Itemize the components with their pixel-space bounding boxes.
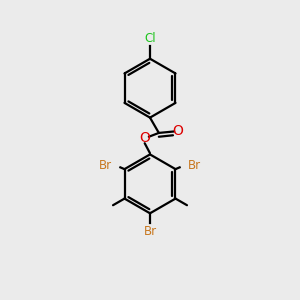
Text: Cl: Cl: [144, 32, 156, 45]
Text: Br: Br: [143, 225, 157, 238]
Text: O: O: [139, 131, 150, 145]
Text: Br: Br: [99, 159, 112, 172]
Text: Br: Br: [188, 159, 201, 172]
Text: O: O: [172, 124, 183, 138]
